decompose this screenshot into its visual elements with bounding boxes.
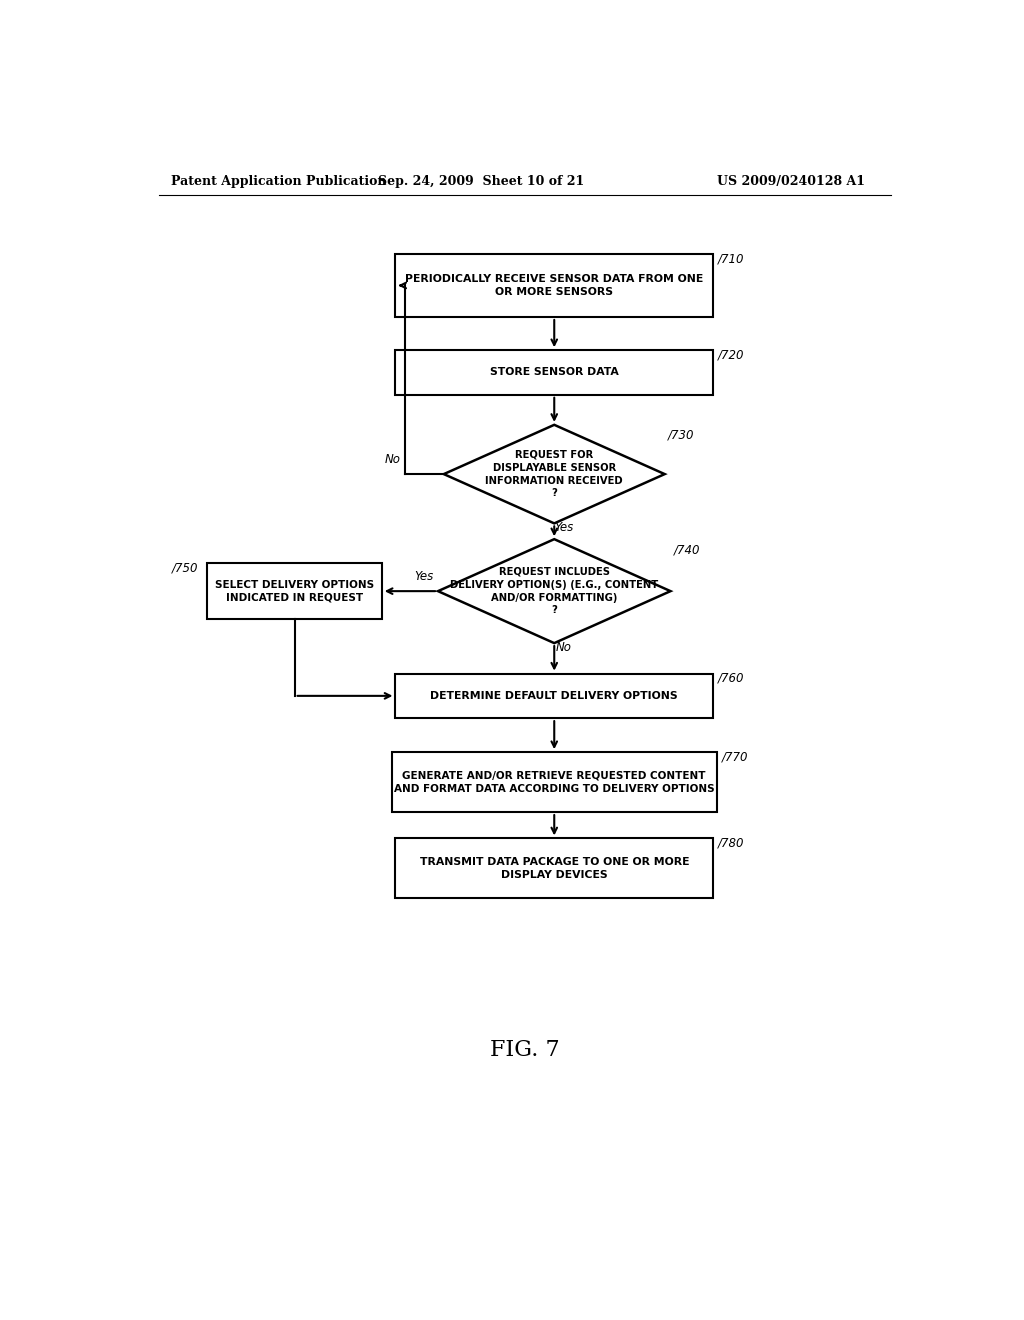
Text: /740: /740 <box>674 543 700 556</box>
FancyBboxPatch shape <box>395 253 713 317</box>
Text: PERIODICALLY RECEIVE SENSOR DATA FROM ONE
OR MORE SENSORS: PERIODICALLY RECEIVE SENSOR DATA FROM ON… <box>406 273 703 297</box>
Polygon shape <box>443 425 665 524</box>
Polygon shape <box>438 539 671 643</box>
Text: /760: /760 <box>718 672 744 685</box>
Text: /750: /750 <box>172 562 198 576</box>
Text: Yes: Yes <box>554 521 573 535</box>
Text: Patent Application Publication: Patent Application Publication <box>171 176 386 189</box>
FancyBboxPatch shape <box>395 838 713 899</box>
Text: Yes: Yes <box>414 570 433 583</box>
Text: FIG. 7: FIG. 7 <box>490 1039 559 1061</box>
Text: SELECT DELIVERY OPTIONS
INDICATED IN REQUEST: SELECT DELIVERY OPTIONS INDICATED IN REQ… <box>215 579 374 603</box>
FancyBboxPatch shape <box>395 673 713 718</box>
Text: STORE SENSOR DATA: STORE SENSOR DATA <box>489 367 618 378</box>
FancyBboxPatch shape <box>208 564 382 619</box>
Text: No: No <box>556 640 571 653</box>
Text: US 2009/0240128 A1: US 2009/0240128 A1 <box>717 176 865 189</box>
Text: Sep. 24, 2009  Sheet 10 of 21: Sep. 24, 2009 Sheet 10 of 21 <box>378 176 584 189</box>
Text: /710: /710 <box>718 252 744 265</box>
Text: /720: /720 <box>718 348 744 362</box>
Text: GENERATE AND/OR RETRIEVE REQUESTED CONTENT
AND FORMAT DATA ACCORDING TO DELIVERY: GENERATE AND/OR RETRIEVE REQUESTED CONTE… <box>394 771 715 793</box>
FancyBboxPatch shape <box>395 350 713 395</box>
Text: /780: /780 <box>718 837 744 850</box>
Text: REQUEST INCLUDES
DELIVERY OPTION(S) (E.G., CONTENT
AND/OR FORMATTING)
?: REQUEST INCLUDES DELIVERY OPTION(S) (E.G… <box>451 568 658 615</box>
FancyBboxPatch shape <box>391 752 717 812</box>
Text: DETERMINE DEFAULT DELIVERY OPTIONS: DETERMINE DEFAULT DELIVERY OPTIONS <box>430 690 678 701</box>
Text: /770: /770 <box>722 751 749 763</box>
Text: /730: /730 <box>668 429 694 442</box>
Text: No: No <box>384 453 400 466</box>
Text: REQUEST FOR
DISPLAYABLE SENSOR
INFORMATION RECEIVED
?: REQUEST FOR DISPLAYABLE SENSOR INFORMATI… <box>485 450 623 499</box>
Text: TRANSMIT DATA PACKAGE TO ONE OR MORE
DISPLAY DEVICES: TRANSMIT DATA PACKAGE TO ONE OR MORE DIS… <box>420 857 689 880</box>
